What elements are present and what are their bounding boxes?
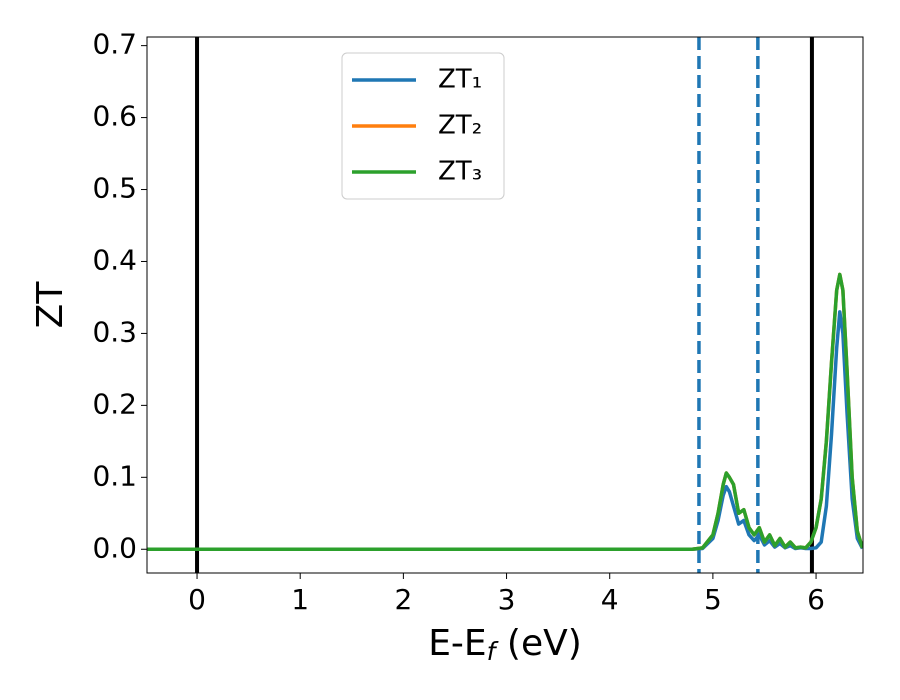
x-tick-label: 2 — [394, 583, 412, 616]
series-line — [147, 272, 863, 552]
x-label-part: (eV) — [495, 623, 581, 664]
x-tick-label: 3 — [498, 583, 516, 616]
x-tick-label: 5 — [704, 583, 722, 616]
legend-label: ZT₃ — [438, 157, 482, 187]
x-label-part: E-E — [428, 623, 486, 664]
y-tick-label: 0.3 — [92, 315, 137, 348]
legend-box — [341, 52, 505, 200]
y-tick-label: 0.2 — [92, 387, 137, 420]
x-axis-label: E-Ef (eV) — [428, 623, 582, 666]
series-line — [147, 310, 863, 552]
y-tick-label: 0.7 — [92, 28, 137, 61]
y-tick-label: 0.0 — [92, 531, 137, 564]
y-tick-label: 0.6 — [92, 100, 137, 133]
x-tick-label: 4 — [601, 583, 619, 616]
y-tick-label: 0.1 — [92, 459, 137, 492]
y-tick-label: 0.4 — [92, 243, 137, 276]
plot-area — [147, 37, 863, 573]
x-tick-label: 6 — [807, 583, 825, 616]
legend-label: ZT₁ — [438, 65, 482, 95]
axes-frame — [146, 36, 864, 574]
x-tick-label: 0 — [188, 583, 206, 616]
y-tick-label: 0.5 — [92, 172, 137, 205]
y-axis-label: ZT — [30, 281, 71, 329]
x-tick-label: 1 — [291, 583, 309, 616]
legend-label: ZT₂ — [438, 111, 482, 141]
